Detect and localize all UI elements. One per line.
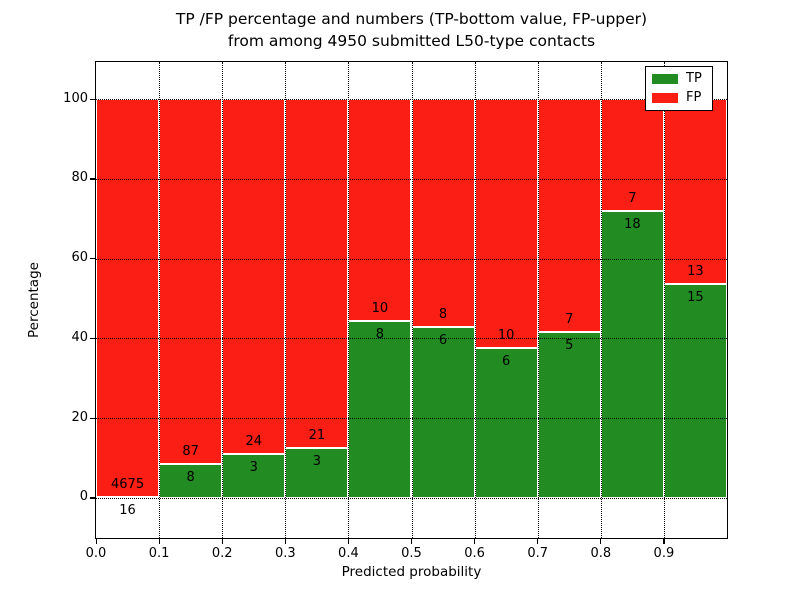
bar-segment-tp <box>537 331 601 498</box>
gridline-vertical <box>474 62 476 538</box>
bar-label-fp: 87 <box>182 444 199 460</box>
bar-label-tp: 6 <box>502 354 511 370</box>
bar-label-fp: 13 <box>687 264 704 280</box>
y-tick-label: 20 <box>71 409 88 425</box>
x-tick <box>600 539 602 544</box>
bar-label-tp: 18 <box>624 216 641 232</box>
bar-label-tp: 3 <box>249 459 258 475</box>
bar-segment-fp <box>348 99 412 321</box>
bar-label-fp: 10 <box>371 300 389 316</box>
bar-segment-tp <box>159 464 223 498</box>
bar-segment-tp <box>600 210 664 498</box>
gridline-vertical <box>411 62 413 538</box>
bar-label-fp: 8 <box>438 306 448 322</box>
bar-label-tp: 6 <box>438 332 448 348</box>
x-tick-label: 0.0 <box>85 546 107 561</box>
y-tick <box>90 258 95 260</box>
x-tick-label: 0.4 <box>338 546 359 561</box>
bar-segment-fp <box>474 99 538 349</box>
bar-label-tp: 16 <box>119 502 136 518</box>
legend-entry-fp: FP <box>652 91 706 105</box>
bar-segment-tp <box>348 320 412 498</box>
gridline-horizontal <box>96 99 727 101</box>
gridline-vertical <box>285 62 287 538</box>
y-tick <box>90 337 95 340</box>
bar-segment-fp <box>159 99 223 465</box>
gridline-vertical <box>663 62 665 538</box>
bar-label-fp: 10 <box>497 328 515 344</box>
gridline-horizontal <box>96 418 727 420</box>
bar-segment-fp <box>96 99 160 497</box>
gridline-vertical <box>222 62 224 538</box>
bar-segment-fp <box>411 99 475 327</box>
y-tick-label: 60 <box>71 250 88 266</box>
bar-segment-tp <box>285 448 349 498</box>
gridline-vertical <box>537 62 539 538</box>
x-tick <box>221 539 223 544</box>
gridline-horizontal <box>96 338 727 340</box>
bar-segment-fp <box>285 99 349 449</box>
bar-label-tp: 8 <box>375 326 385 342</box>
legend-label-fp: FP <box>686 90 702 105</box>
x-tick <box>537 539 539 544</box>
x-tick-label: 0.6 <box>464 546 485 561</box>
y-tick <box>90 178 95 180</box>
y-axis-label: Percentage <box>26 262 42 338</box>
x-tick <box>158 539 160 544</box>
x-tick-label: 0.5 <box>401 546 422 561</box>
bar-label-tp: 15 <box>687 290 704 306</box>
chart-title-line2: from among 4950 submitted L50-type conta… <box>227 32 596 50</box>
bar-label-tp: 3 <box>312 454 321 470</box>
x-tick-label: 0.2 <box>211 546 233 561</box>
y-tick-label: 40 <box>71 329 88 345</box>
bar-label-tp: 5 <box>565 337 574 353</box>
bar-label-tp: 8 <box>186 470 195 486</box>
bar-segment-tp <box>474 348 538 498</box>
x-tick-label: 0.3 <box>274 546 296 561</box>
bar-segment-fp <box>663 99 727 285</box>
y-tick-label: 80 <box>71 170 88 186</box>
x-tick <box>284 539 286 544</box>
tp-swatch-icon <box>652 74 678 84</box>
x-tick <box>411 539 413 544</box>
x-tick-label: 0.7 <box>527 546 549 561</box>
bar-segment-tp <box>411 326 475 498</box>
bar-segment-fp <box>537 99 601 332</box>
x-tick-label: 0.8 <box>590 546 612 561</box>
x-tick-label: 0.9 <box>653 546 675 561</box>
bar-segment-fp <box>222 99 286 454</box>
bar-segment-fp <box>600 99 664 211</box>
chart-title-line1: TP /FP percentage and numbers (TP-bottom… <box>175 10 648 28</box>
x-tick-label: 0.1 <box>148 546 170 561</box>
x-axis-label: Predicted probability <box>341 564 482 580</box>
bar-label-fp: 7 <box>565 311 574 327</box>
bar-label-fp: 21 <box>308 428 326 444</box>
bar-label-fp: 7 <box>628 190 637 206</box>
y-tick <box>90 417 95 419</box>
x-tick <box>95 539 97 544</box>
gridline-horizontal <box>96 497 727 499</box>
gridline-horizontal <box>96 178 727 180</box>
legend-entry-tp: TP <box>652 72 706 86</box>
bar-label-fp: 24 <box>245 433 262 449</box>
gridline-vertical <box>348 62 350 538</box>
y-tick-label: 0 <box>79 489 88 505</box>
bar-label-fp: 4675 <box>111 476 145 492</box>
y-tick <box>90 497 95 499</box>
x-tick <box>474 539 476 544</box>
legend-label-tp: TP <box>686 71 702 86</box>
gridline-vertical <box>600 62 602 538</box>
x-tick <box>347 539 350 544</box>
bar-segment-tp <box>663 284 727 498</box>
y-tick <box>90 98 95 100</box>
chart-title: TP /FP percentage and numbers (TP-bottom… <box>96 8 727 52</box>
fp-swatch-icon <box>652 93 678 103</box>
x-tick <box>663 539 665 544</box>
plot-area: 4675 16 87 8 24 3 21 3 10 8 8 6 10 6 7 5 7 18 13 15 <box>95 61 728 539</box>
gridline-horizontal <box>96 258 727 260</box>
legend: TP FP <box>645 66 713 111</box>
y-tick-label: 100 <box>63 90 88 106</box>
gridline-vertical <box>159 62 161 538</box>
